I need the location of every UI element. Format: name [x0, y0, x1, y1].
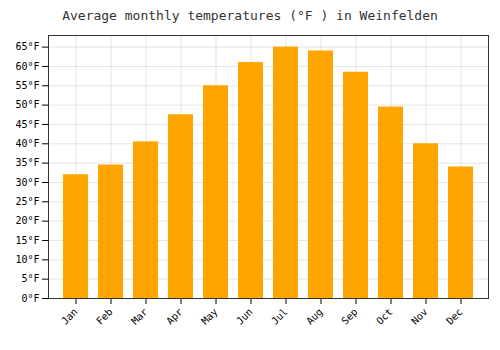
svg-text:5°F: 5°F — [21, 273, 39, 284]
svg-text:65°F: 65°F — [15, 41, 39, 52]
svg-text:Jan: Jan — [59, 306, 80, 327]
svg-text:Nov: Nov — [409, 306, 430, 327]
svg-text:Apr: Apr — [164, 306, 185, 327]
svg-text:Oct: Oct — [374, 306, 395, 327]
html-text:Average monthly temperatures (: Average monthly temperatures (°F ) in We… — [62, 8, 438, 23]
svg-text:Sep: Sep — [339, 306, 360, 327]
svg-text:25°F: 25°F — [15, 196, 39, 207]
svg-text:20°F: 20°F — [15, 215, 39, 226]
svg-text:0°F: 0°F — [21, 293, 39, 304]
svg-text:Mar: Mar — [129, 306, 150, 327]
svg-text:40°F: 40°F — [15, 138, 39, 149]
svg-text:15°F: 15°F — [15, 235, 39, 246]
svg-text:35°F: 35°F — [15, 157, 39, 168]
svg-text:60°F: 60°F — [15, 61, 39, 72]
svg-text:May: May — [199, 306, 220, 327]
svg-text:55°F: 55°F — [15, 80, 39, 91]
svg-text:30°F: 30°F — [15, 177, 39, 188]
svg-text:Jul: Jul — [269, 306, 290, 327]
svg-text:Aug: Aug — [304, 306, 325, 327]
svg-text:45°F: 45°F — [15, 119, 39, 130]
svg-text:Feb: Feb — [94, 306, 115, 327]
svg-text:Dec: Dec — [444, 306, 465, 327]
svg-text:10°F: 10°F — [15, 254, 39, 265]
svg-text:50°F: 50°F — [15, 99, 39, 110]
svg-text:Jun: Jun — [234, 306, 255, 327]
